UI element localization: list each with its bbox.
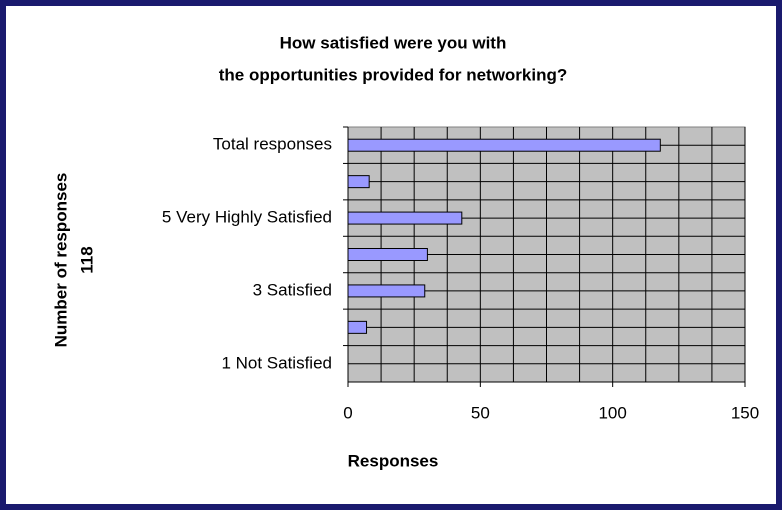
y-tick-label: 1 Not Satisfied — [221, 353, 332, 372]
y-tick-label: 3 Satisfied — [253, 280, 332, 299]
bar — [347, 138, 661, 152]
x-tick-label: 100 — [598, 403, 626, 422]
chart-title: the opportunities provided for networkin… — [219, 65, 568, 84]
x-tick-label: 150 — [731, 403, 759, 422]
x-tick-label: 50 — [471, 403, 490, 422]
chart-title: How satisfied were you with — [280, 33, 507, 52]
bar — [347, 211, 463, 225]
bar — [347, 175, 370, 189]
x-tick-label: 0 — [343, 403, 352, 422]
bar — [347, 320, 368, 334]
bar — [347, 248, 428, 261]
y-axis-label: Number of responses — [51, 173, 70, 348]
x-axis-label: Responses — [348, 451, 439, 470]
bar — [347, 284, 426, 298]
y-tick-label: 5 Very Highly Satisfied — [162, 208, 332, 227]
y-axis-label: 118 — [77, 246, 96, 273]
y-tick-label: Total responses — [213, 135, 332, 154]
